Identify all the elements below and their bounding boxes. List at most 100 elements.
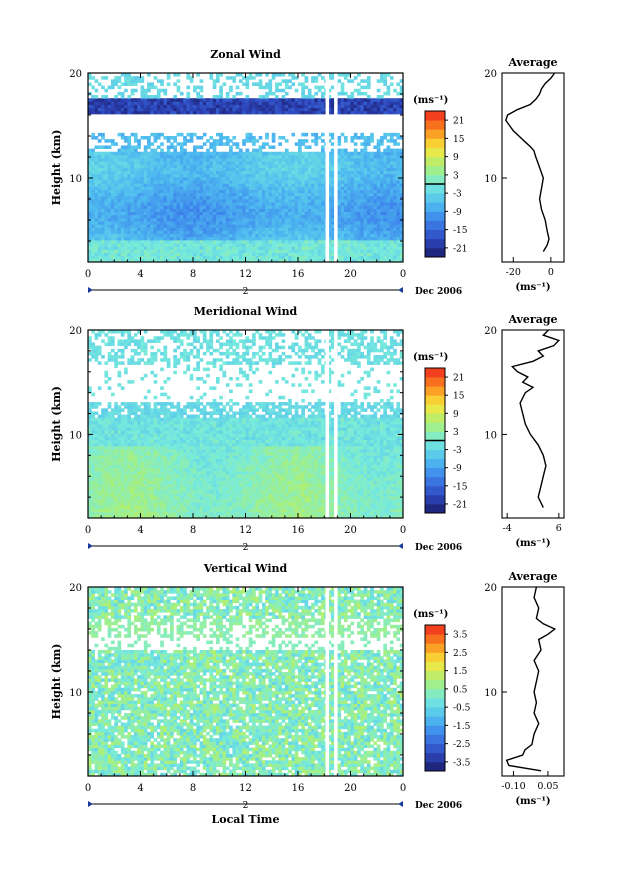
heatmap-cell	[281, 224, 286, 228]
heatmap-cell	[219, 514, 223, 519]
heatmap-cell	[311, 189, 315, 194]
heatmap-cell	[229, 258, 233, 263]
heatmap-cell	[383, 508, 387, 513]
heatmap-cell	[294, 255, 299, 260]
heatmap-cell	[176, 514, 181, 519]
heatmap-cell	[156, 246, 161, 250]
heatmap-cell	[347, 205, 351, 209]
heatmap-cell	[252, 255, 256, 260]
heatmap-cell	[340, 161, 345, 165]
heatmap-cell	[258, 170, 263, 175]
heatmap-cell	[350, 249, 355, 253]
heatmap-cell	[347, 224, 351, 228]
heatmap-cell	[373, 224, 378, 228]
heatmap-cell	[245, 107, 250, 112]
heatmap-cell	[245, 186, 250, 190]
colorbar-unit-label: (ms⁻¹)	[413, 95, 448, 106]
heatmap-cell	[143, 161, 148, 165]
heatmap-cell	[291, 195, 296, 200]
heatmap-cell	[225, 195, 230, 200]
heatmap-cell	[380, 208, 384, 212]
heatmap-cell	[117, 98, 122, 102]
heatmap-cell	[110, 246, 115, 250]
heatmap-cell	[124, 214, 128, 219]
heatmap-cell	[114, 189, 118, 194]
heatmap-cell	[183, 98, 187, 102]
heatmap-cell	[399, 249, 404, 253]
heatmap-cell	[242, 246, 246, 250]
heatmap-cell	[91, 221, 95, 225]
heatmap-cell	[389, 167, 394, 172]
heatmap-cell	[258, 202, 263, 206]
heatmap-cell	[357, 258, 361, 263]
heatmap-cell	[202, 252, 207, 257]
heatmap-cell	[307, 98, 312, 102]
heatmap-cell	[242, 158, 246, 162]
heatmap-cell	[176, 101, 181, 105]
heatmap-cell	[160, 104, 164, 109]
heatmap-cell	[383, 154, 387, 159]
heatmap-cell	[396, 164, 401, 168]
heatmap-cell	[281, 189, 286, 194]
heatmap-cell	[238, 180, 243, 184]
heatmap-cell	[281, 243, 286, 247]
heatmap-cell	[117, 107, 122, 112]
heatmap-cell	[206, 164, 210, 168]
heatmap-cell	[143, 224, 148, 228]
heatmap-cell	[311, 170, 315, 175]
heatmap-cell	[301, 158, 305, 162]
heatmap-cell	[376, 221, 381, 225]
heatmap-cell	[350, 199, 355, 203]
heatmap-cell	[337, 208, 342, 212]
heatmap-cell	[320, 199, 325, 203]
heatmap-cell	[281, 170, 286, 175]
heatmap-cell	[143, 145, 148, 149]
heatmap-cell	[396, 224, 401, 228]
heatmap-cell	[383, 110, 387, 115]
heatmap-cell	[183, 252, 187, 257]
heatmap-cell	[258, 85, 263, 90]
heatmap-cell	[166, 252, 171, 257]
heatmap-cell	[219, 95, 223, 99]
heatmap-cell	[179, 167, 184, 172]
heatmap-cell	[173, 176, 177, 181]
heatmap-cell	[160, 148, 164, 153]
heatmap-cell	[337, 224, 342, 228]
heatmap-cell	[393, 505, 397, 509]
heatmap-cell	[212, 502, 217, 506]
heatmap-cell	[94, 236, 99, 241]
heatmap-cell	[317, 202, 322, 206]
heatmap-cell	[189, 514, 194, 519]
heatmap-cell	[186, 139, 191, 143]
heatmap-cell	[97, 186, 102, 190]
heatmap-cell	[304, 252, 309, 257]
heatmap-cell	[301, 183, 305, 187]
heatmap-cell	[380, 258, 384, 263]
heatmap-cell	[124, 154, 128, 159]
heatmap-cell	[229, 139, 233, 143]
heatmap-cell	[153, 76, 158, 80]
heatmap-cell	[183, 107, 187, 112]
heatmap-cell	[366, 202, 371, 206]
heatmap-cell	[242, 233, 246, 238]
heatmap-cell	[104, 195, 109, 200]
heatmap-cell	[363, 258, 368, 263]
heatmap-cell	[399, 136, 404, 140]
heatmap-cell	[281, 252, 286, 257]
heatmap-cell	[219, 252, 223, 257]
heatmap-cell	[343, 189, 348, 194]
heatmap-cell	[163, 183, 168, 187]
heatmap-cell	[124, 186, 128, 190]
heatmap-cell	[275, 186, 279, 190]
heatmap-cell	[301, 505, 305, 509]
heatmap-cell	[107, 192, 112, 197]
heatmap-cell	[189, 186, 194, 190]
heatmap-cell	[229, 221, 233, 225]
heatmap-cell	[235, 214, 240, 219]
heatmap-cell	[291, 214, 296, 219]
heatmap-cell	[225, 170, 230, 175]
heatmap-cell	[206, 239, 210, 244]
heatmap-cell	[275, 173, 279, 178]
heatmap-cell	[166, 161, 171, 165]
heatmap-cell	[88, 180, 92, 184]
